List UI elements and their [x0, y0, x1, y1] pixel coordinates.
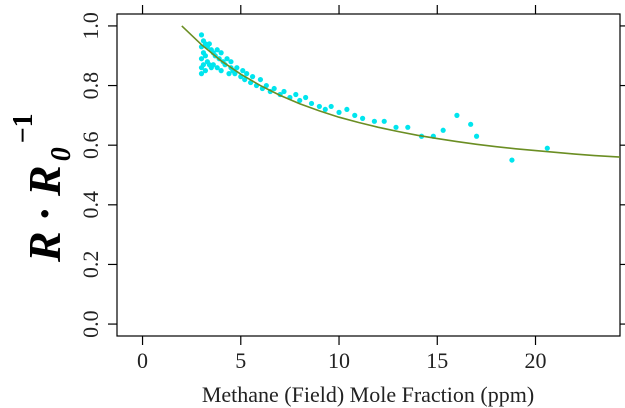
y-axis-title-dot: · [19, 206, 70, 221]
y-tick-label: 0.8 [78, 72, 103, 100]
data-point [393, 124, 399, 130]
data-point [214, 47, 220, 53]
data-point [440, 127, 446, 133]
data-point [328, 103, 334, 110]
data-point [316, 103, 322, 110]
y-tick-label: 0.0 [78, 310, 103, 338]
y-axis-title: R · R 0 −1 [8, 113, 77, 263]
data-point [322, 106, 328, 113]
data-point [297, 97, 303, 104]
data-point [473, 133, 480, 139]
data-point [454, 112, 460, 118]
data-point [303, 94, 309, 101]
data-point [509, 157, 515, 163]
data-point [218, 50, 224, 56]
data-point [200, 62, 207, 68]
data-point [263, 82, 269, 89]
data-point [257, 76, 264, 83]
data-point [210, 62, 216, 68]
y-tick-label: 0.2 [78, 251, 103, 279]
data-point [232, 71, 238, 77]
data-point [271, 85, 277, 92]
y-axis-title-superscript: −1 [8, 113, 39, 143]
data-point [198, 32, 205, 38]
data-point [226, 71, 232, 77]
y-axis-title-r: R [19, 231, 70, 263]
data-point [405, 124, 411, 130]
data-point [360, 115, 366, 121]
y-tick-label: 0.6 [78, 131, 103, 159]
data-point [308, 100, 315, 107]
data-point [281, 88, 287, 95]
y-tick-label: 1.0 [78, 12, 103, 40]
y-tick-label: 0.4 [78, 191, 103, 219]
data-point [544, 145, 550, 151]
data-point [240, 68, 246, 74]
data-layer [181, 25, 620, 163]
axes-layer: 0 5 10 15 20 0.0 0.2 0.4 0.6 0.8 1.0 [78, 5, 625, 373]
data-point [202, 53, 209, 59]
y-axis-title-r0: R [19, 165, 70, 197]
y-axis-title-subscript: 0 [46, 147, 77, 161]
data-point [352, 112, 358, 118]
plot-frame [116, 13, 621, 337]
data-point [242, 76, 248, 83]
data-point [371, 118, 377, 124]
data-point [198, 71, 205, 77]
data-point [249, 74, 256, 80]
x-tick-label: 20 [525, 348, 547, 373]
data-point [344, 106, 350, 113]
svg-text:R · R 0: R · R 0 −1 [8, 113, 77, 263]
data-point [218, 68, 224, 74]
data-point [293, 91, 299, 98]
x-axis-title: Methane (Field) Mole Fraction (ppm) [202, 382, 534, 407]
data-point [234, 65, 240, 71]
data-point [468, 121, 474, 127]
data-point [228, 59, 234, 65]
data-point [381, 118, 387, 124]
x-tick-label: 5 [235, 348, 246, 373]
data-point [336, 109, 342, 115]
x-tick-label: 0 [137, 348, 148, 373]
data-point [224, 56, 230, 62]
data-point [214, 65, 220, 71]
data-point [244, 71, 250, 77]
x-tick-label: 10 [328, 348, 350, 373]
data-point [206, 41, 212, 47]
x-tick-label: 15 [426, 348, 448, 373]
fit-line [181, 25, 620, 158]
data-point [202, 68, 209, 74]
data-point [198, 56, 205, 62]
